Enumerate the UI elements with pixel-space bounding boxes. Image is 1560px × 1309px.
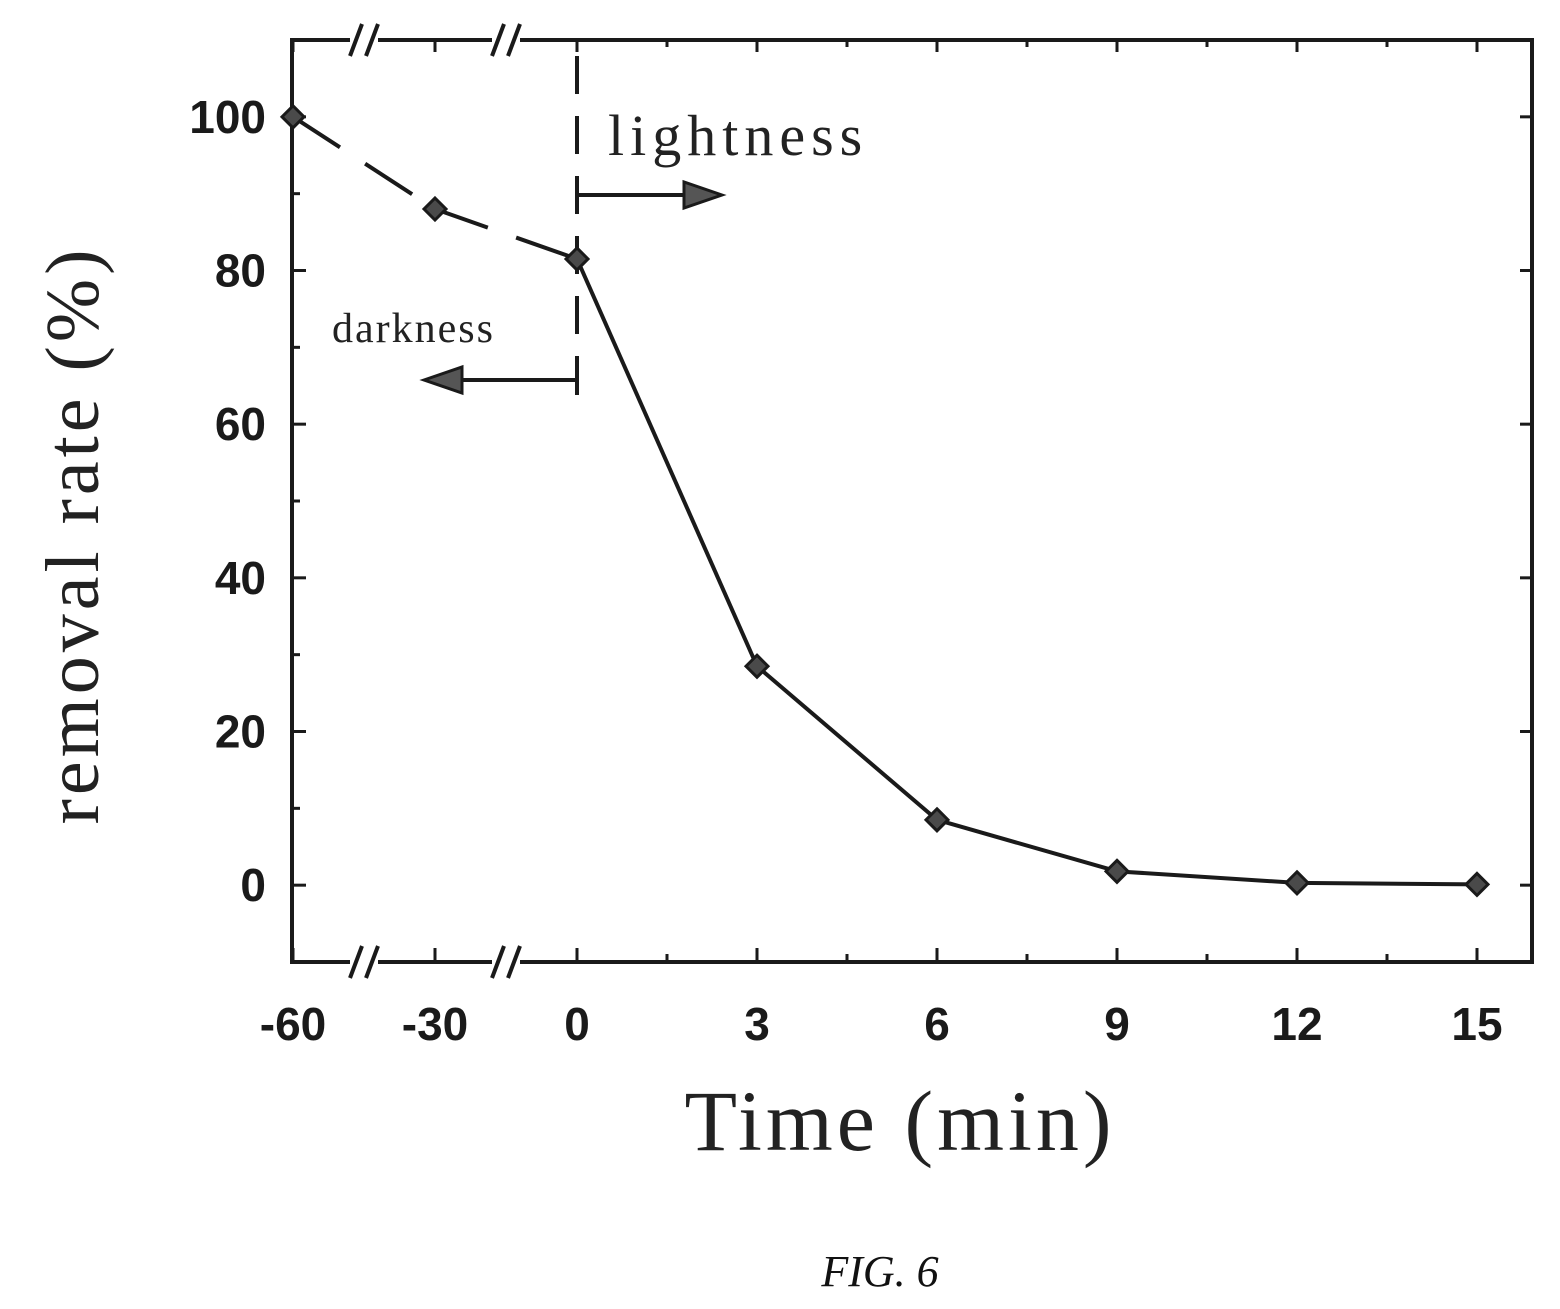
x-tick-label: -60 bbox=[260, 998, 326, 1050]
series-segment bbox=[575, 258, 759, 668]
series-segment bbox=[936, 817, 1118, 874]
darkness-arrow-head bbox=[419, 364, 464, 396]
data-point bbox=[1283, 869, 1311, 896]
data-point bbox=[743, 653, 771, 680]
y-tick-labels: 0 20 40 60 80 100 bbox=[189, 91, 266, 911]
lightness-arrow-head bbox=[682, 179, 727, 211]
annotation-arrows bbox=[419, 179, 727, 396]
x-tick-label: 15 bbox=[1451, 998, 1502, 1050]
series-segment bbox=[434, 207, 578, 261]
x-tick-label: 6 bbox=[924, 998, 950, 1050]
axis-ticks bbox=[291, 40, 1532, 964]
break-slash bbox=[490, 945, 506, 979]
y-tick-label: 40 bbox=[215, 552, 266, 604]
x-tick-labels: -60 -30 0 3 6 9 12 15 bbox=[260, 998, 1503, 1050]
break-slash bbox=[490, 23, 506, 57]
data-point bbox=[421, 195, 449, 223]
darkness-label: darkness bbox=[332, 306, 495, 352]
series-markers bbox=[279, 103, 1491, 898]
y-tick-label: 20 bbox=[215, 706, 266, 758]
break-slash bbox=[348, 945, 364, 979]
y-tick-label: 0 bbox=[240, 859, 266, 911]
plot-frame bbox=[290, 38, 1534, 964]
y-tick-label: 80 bbox=[215, 245, 266, 297]
y-tick-label: 60 bbox=[215, 398, 266, 450]
data-point bbox=[923, 806, 951, 833]
data-point bbox=[279, 103, 307, 130]
break-slash bbox=[506, 23, 522, 57]
x-axis-title: Time (min) bbox=[684, 1073, 1115, 1169]
series-segment bbox=[291, 115, 437, 211]
data-point bbox=[1103, 858, 1131, 885]
x-tick-label: 3 bbox=[744, 998, 770, 1050]
break-slash bbox=[506, 945, 522, 979]
axis-break-marks bbox=[348, 23, 522, 979]
lightness-label: lightness bbox=[608, 103, 868, 168]
x-tick-label: 9 bbox=[1104, 998, 1130, 1050]
break-slash bbox=[364, 23, 380, 57]
data-point bbox=[1463, 871, 1491, 898]
x-tick-label: -30 bbox=[402, 998, 468, 1050]
break-slash bbox=[348, 23, 364, 57]
y-tick-label: 100 bbox=[189, 91, 266, 143]
x-tick-label: 0 bbox=[564, 998, 590, 1050]
series-segment bbox=[1116, 869, 1298, 885]
figure-caption: FIG. 6 bbox=[820, 1247, 938, 1296]
break-slash bbox=[364, 945, 380, 979]
x-tick-label: 12 bbox=[1271, 998, 1322, 1050]
series-segment bbox=[755, 664, 939, 822]
series-segment bbox=[1296, 880, 1478, 887]
y-axis-title: removal rate (%) bbox=[31, 246, 115, 825]
data-point bbox=[563, 245, 591, 273]
series-line bbox=[291, 115, 1478, 887]
